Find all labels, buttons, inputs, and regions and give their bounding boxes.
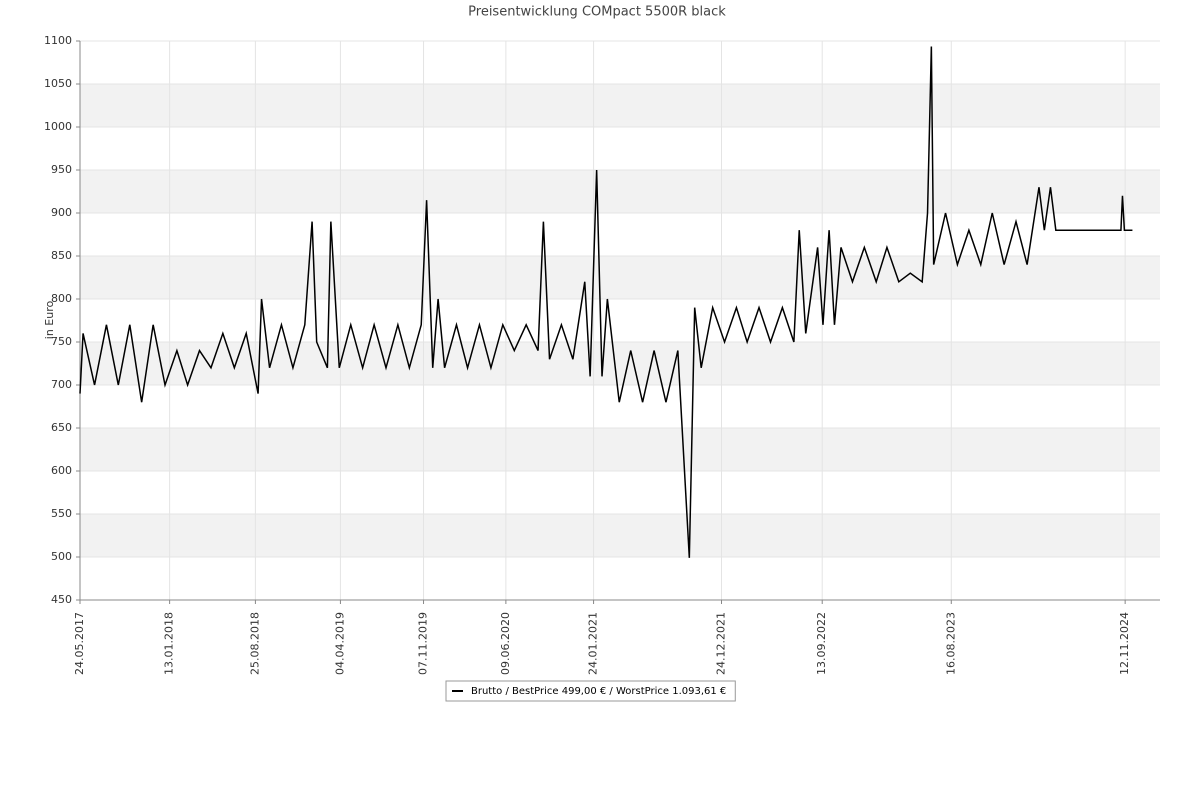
y-tick-label: 950 — [51, 163, 72, 176]
x-tick-label: 13.09.2022 — [815, 612, 828, 675]
x-tick-label: 09.06.2020 — [499, 612, 512, 675]
x-tick-label: 24.12.2021 — [714, 612, 727, 675]
grid-band — [80, 256, 1160, 299]
x-tick-label: 07.11.2019 — [417, 612, 430, 675]
y-tick-label: 850 — [51, 249, 72, 262]
x-tick-label: 13.01.2018 — [163, 612, 176, 675]
x-tick-label: 24.01.2021 — [587, 612, 600, 675]
y-tick-label: 650 — [51, 421, 72, 434]
grid-band — [80, 170, 1160, 213]
y-tick-label: 750 — [51, 335, 72, 348]
y-tick-label: 600 — [51, 464, 72, 477]
y-tick-label: 550 — [51, 507, 72, 520]
x-tick-label: 16.08.2023 — [944, 612, 957, 675]
grid-band — [80, 428, 1160, 471]
y-axis-label: in Euro — [43, 301, 56, 340]
y-tick-label: 900 — [51, 206, 72, 219]
grid-band — [80, 514, 1160, 557]
x-tick-label: 04.04.2019 — [333, 612, 346, 675]
y-tick-label: 1100 — [44, 34, 72, 47]
x-tick-label: 12.11.2024 — [1118, 612, 1131, 675]
y-tick-label: 1000 — [44, 120, 72, 133]
y-tick-label: 1050 — [44, 77, 72, 90]
legend-box — [445, 680, 736, 702]
legend-label: Brutto / BestPrice 499,00 € / WorstPrice… — [471, 686, 726, 697]
x-tick-label: 24.05.2017 — [73, 612, 86, 675]
chart-title: Preisentwicklung COMpact 5500R black — [468, 5, 726, 20]
y-tick-label: 450 — [51, 593, 72, 606]
y-tick-label: 700 — [51, 378, 72, 391]
y-tick-label: 500 — [51, 550, 72, 563]
grid-band — [80, 84, 1160, 127]
legend: Brutto / BestPrice 499,00 € / WorstPrice… — [445, 680, 736, 702]
x-tick-label: 25.08.2018 — [248, 612, 261, 675]
y-tick-label: 800 — [51, 292, 72, 305]
price-line — [79, 46, 1133, 558]
grid-band — [80, 342, 1160, 385]
